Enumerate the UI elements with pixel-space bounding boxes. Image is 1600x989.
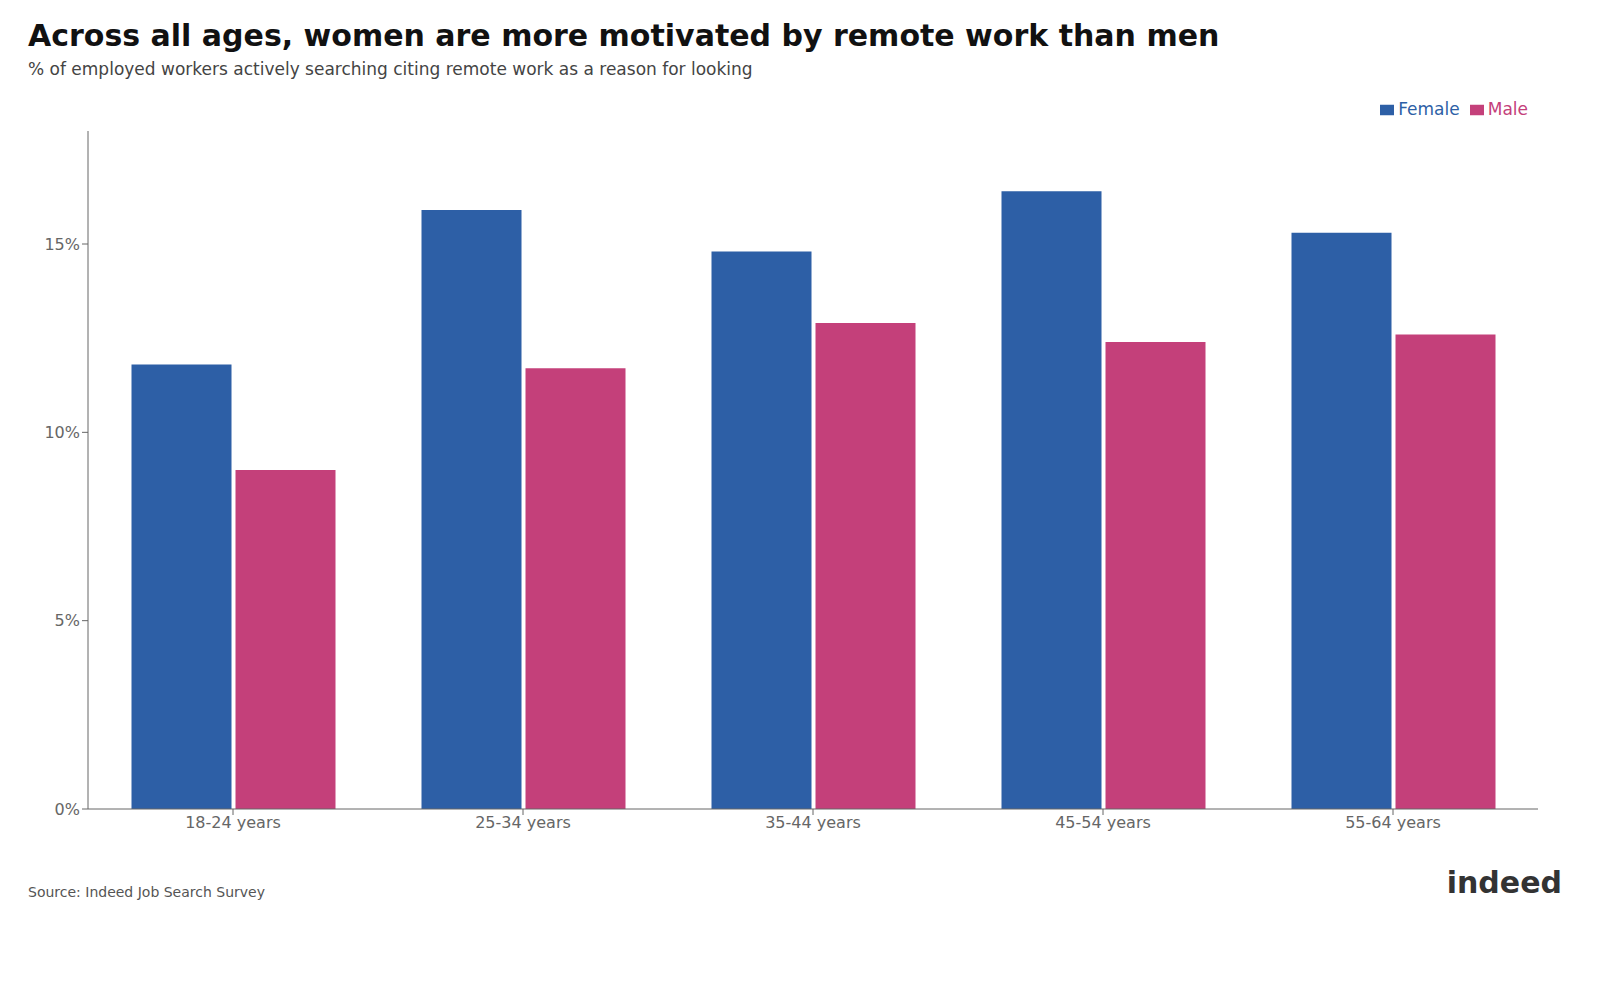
svg-text:25-34 years: 25-34 years <box>475 813 571 832</box>
svg-text:55-64 years: 55-64 years <box>1345 813 1441 832</box>
svg-text:45-54 years: 45-54 years <box>1055 813 1151 832</box>
svg-text:35-44 years: 35-44 years <box>765 813 861 832</box>
html-text:Source: Indeed Job Search Surv: Source: Indeed Job Search Survey <box>28 884 265 900</box>
html-text:indeed: indeed <box>1446 865 1562 900</box>
html-text:Male: Male <box>1487 99 1528 119</box>
html-text:Female: Female <box>1398 99 1460 119</box>
svg-text:15%: 15% <box>44 235 80 254</box>
svg-text:18-24 years: 18-24 years <box>185 813 281 832</box>
svg-text:0%: 0% <box>55 800 80 819</box>
html-text:% of employed workers actively: % of employed workers actively searching… <box>28 59 753 79</box>
html-text:Across all ages, women are mor: Across all ages, women are more motivate… <box>28 18 1220 53</box>
svg-text:10%: 10% <box>44 423 80 442</box>
svg-text:5%: 5% <box>55 611 80 630</box>
